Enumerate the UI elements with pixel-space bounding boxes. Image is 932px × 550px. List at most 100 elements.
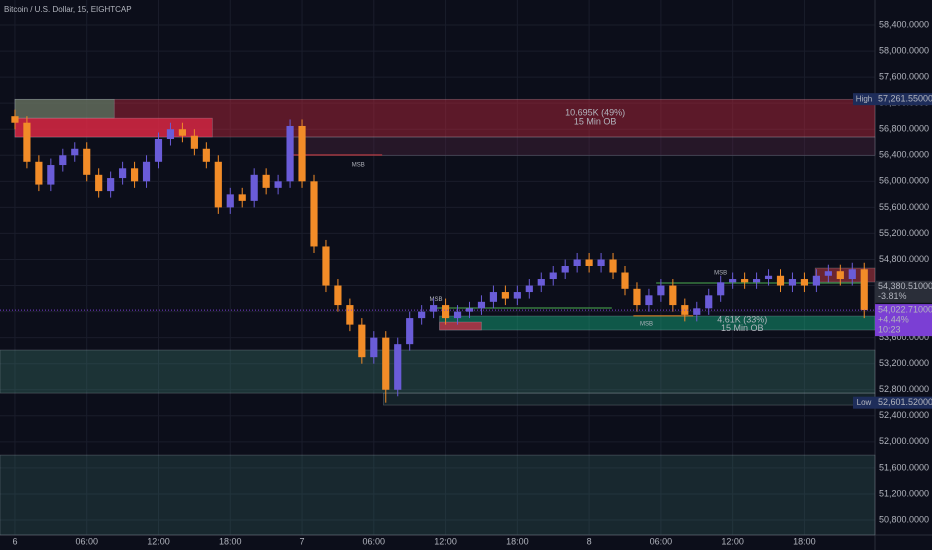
candle-body (657, 285, 665, 296)
candle-body (561, 266, 569, 273)
x-tick-label: 8 (587, 536, 592, 546)
x-tick-label: 18:00 (793, 536, 816, 546)
y-tick-label: 53,600.0000 (879, 332, 929, 342)
y-tick-label: 51,200.0000 (879, 488, 929, 498)
candle-body (382, 337, 390, 390)
price-tag-label: High (856, 94, 872, 103)
candle-body (23, 122, 31, 162)
candle-body (226, 194, 234, 208)
candle-body (609, 259, 617, 273)
candle-body (441, 305, 450, 319)
y-tick-label: 55,200.0000 (879, 228, 929, 238)
candle-body (489, 292, 498, 302)
annotation: 4.61K (33%) (717, 314, 767, 324)
candle-body (848, 269, 856, 280)
x-tick-label: 06:00 (650, 536, 673, 546)
candle-body (47, 165, 55, 185)
zone (0, 349, 876, 394)
chart-title: Bitcoin / U.S. Dollar, 15, EIGHTCAP (4, 5, 132, 14)
y-tick-label: 55,600.0000 (879, 202, 929, 212)
y-tick-label: 56,800.0000 (879, 124, 929, 134)
candle-body (394, 344, 402, 390)
candle-body (525, 285, 533, 293)
y-tick-label: 53,200.0000 (879, 358, 929, 368)
candle-body (477, 301, 486, 309)
candle-body (250, 174, 258, 201)
msb-label: MSB (714, 271, 727, 277)
y-tick-label: 52,000.0000 (879, 436, 929, 446)
candle-body (238, 194, 246, 201)
candle-body (549, 272, 557, 280)
msb-label: MSB (429, 297, 442, 303)
candle-body (537, 279, 545, 286)
candle-body (800, 279, 809, 286)
candle-body (788, 279, 797, 286)
y-tick-label: 56,000.0000 (879, 176, 929, 186)
candle-body (154, 138, 163, 162)
zone (0, 454, 876, 536)
candle-body (202, 148, 210, 162)
candle-body (633, 288, 641, 306)
candle-body (95, 174, 103, 192)
candle-body (178, 129, 187, 136)
price-tag-label-box (853, 93, 875, 106)
zone (287, 136, 876, 156)
candle-body (705, 295, 713, 309)
x-tick-label: 6 (12, 536, 17, 546)
price-tag-text: +4.44% (878, 314, 909, 324)
x-tick-label: 06:00 (75, 536, 98, 546)
candle-body (35, 161, 43, 185)
price-tag (875, 93, 932, 106)
candle-body (262, 174, 270, 188)
candle-body (453, 311, 462, 319)
candle-body (83, 148, 91, 175)
x-tick-label: 18:00 (506, 536, 529, 546)
price-tag-label-box (853, 396, 875, 409)
candle-body (190, 135, 198, 149)
y-tick-label: 52,400.0000 (879, 410, 929, 420)
candle-body (585, 259, 593, 267)
y-tick-label: 54,800.0000 (879, 254, 929, 264)
y-tick-label: 57,600.0000 (879, 71, 929, 81)
candle-body (274, 181, 282, 188)
candle-body (107, 178, 115, 192)
candle-body (669, 285, 677, 306)
candle-body (406, 318, 414, 345)
price-tag (875, 396, 932, 409)
candle-body (214, 161, 222, 208)
candle-body (130, 168, 139, 182)
candle-body (645, 295, 653, 306)
x-tick-label: 18:00 (219, 536, 242, 546)
price-tag-text: 10:23 (878, 324, 901, 334)
candle-body (729, 279, 737, 283)
y-tick-label: 56,400.0000 (879, 150, 929, 160)
candle-body (764, 275, 773, 280)
x-tick-label: 12:00 (721, 536, 744, 546)
price-tag-text: -3.81% (878, 291, 907, 301)
candle-body (59, 155, 67, 166)
candle-body (752, 279, 761, 283)
y-tick-label: 50,800.0000 (879, 514, 929, 524)
x-tick-label: 06:00 (363, 536, 386, 546)
candle-body (573, 259, 581, 267)
y-tick-label: 58,400.0000 (879, 19, 929, 29)
candle-body (812, 275, 820, 286)
candle-body (166, 129, 175, 139)
candle-body (501, 292, 509, 299)
candle-body (465, 308, 474, 312)
candle-body (346, 305, 354, 325)
candle-body (286, 125, 294, 182)
candle-body (358, 324, 366, 358)
price-tag-text: 54,380.51000 (878, 281, 932, 291)
annotation: 10.695K (49%) (565, 107, 625, 117)
candle-body (322, 246, 330, 286)
msb-label: MSB (352, 163, 365, 169)
candle-body (11, 116, 19, 123)
candle-body (71, 148, 79, 156)
candle-body (717, 282, 725, 296)
zone (439, 321, 482, 331)
zone (14, 98, 115, 119)
candle-body (298, 125, 306, 182)
candle-body (119, 168, 127, 179)
